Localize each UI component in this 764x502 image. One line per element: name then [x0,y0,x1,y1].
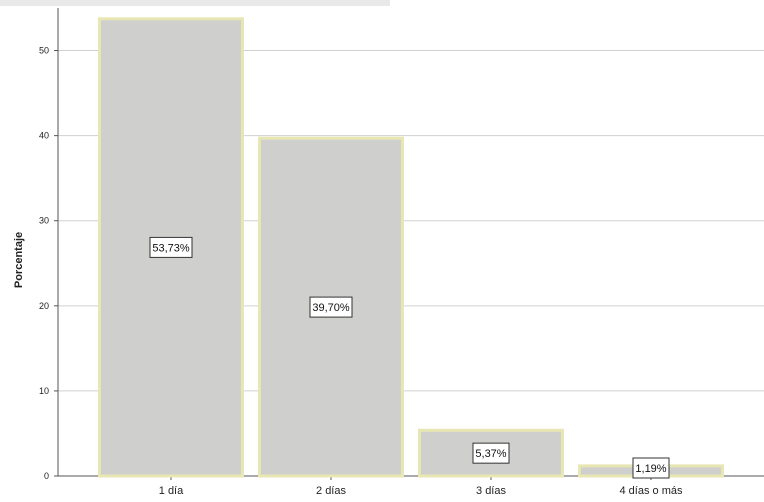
data-label: 1,19% [635,463,666,475]
y-tick-label: 30 [39,216,49,226]
tick-labels: 0 10 20 30 40 50 1 día 2 días 3 días 4 días o más [39,46,683,497]
y-tick-label: 20 [39,301,49,311]
y-tick-label: 10 [39,386,49,396]
data-label: 5,37% [475,448,506,460]
data-label-box [309,296,353,318]
data-labels: 53,73% 39,70% 5,37% 1,19% [149,236,670,479]
data-label-box [472,442,510,464]
data-label-box [149,236,193,258]
bars [98,17,724,478]
data-label-box [632,457,670,479]
y-tick-label: 50 [39,46,49,56]
x-tick-label: 1 día [159,485,184,497]
top-banner [0,0,390,6]
x-tick-label: 2 días [316,485,346,497]
x-tick-label: 4 días o más [620,485,683,497]
y-tick-label: 0 [44,471,49,481]
data-label: 53,73% [152,242,190,254]
data-label: 39,70% [312,302,350,314]
y-tick-label: 40 [39,131,49,141]
x-tick-label: 3 días [476,485,506,497]
